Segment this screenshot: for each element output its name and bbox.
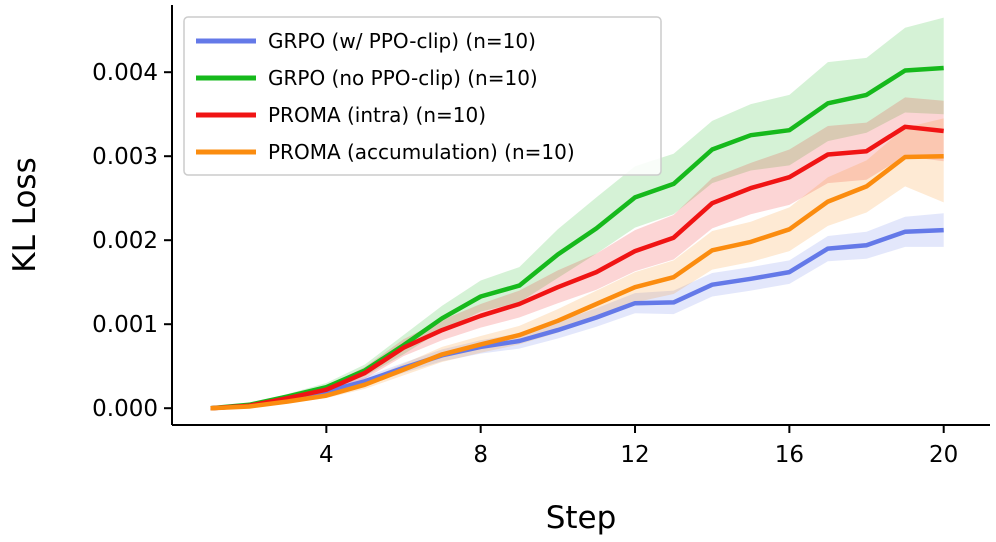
line-proma-accumulation-n-10 <box>210 153 944 411</box>
legend: GRPO (w/ PPO-clip) (n=10) GRPO (no PPO-cl… <box>183 16 662 176</box>
x-tick-label: 12 <box>620 442 649 468</box>
x-tick-label: 4 <box>319 442 334 468</box>
y-tick-label: 0.002 <box>92 228 158 254</box>
line-grpo-w-ppo-clip-n-10 <box>210 227 944 411</box>
line-proma-intra-n-10 <box>210 124 944 411</box>
y-axis-title: KL Loss <box>7 157 43 272</box>
confidence-bands <box>210 17 944 409</box>
line-grpo-no-ppo-clip-n-10 <box>210 65 944 411</box>
legend-label-proma-intra-n-10: PROMA (intra) (n=10) <box>268 103 486 127</box>
y-tick-label: 0.000 <box>92 396 158 422</box>
y-tick-label: 0.003 <box>92 144 158 170</box>
legend-box <box>183 16 662 176</box>
legend-label-grpo-w-ppo-clip-n-10: GRPO (w/ PPO-clip) (n=10) <box>268 29 536 53</box>
x-ticks: 4 8 12 16 20 <box>319 425 958 468</box>
y-tick-label: 0.004 <box>92 60 158 86</box>
y-tick-label: 0.001 <box>92 312 158 338</box>
legend-label-proma-accumulation-n-10: PROMA (accumulation) (n=10) <box>268 140 575 164</box>
series-lines <box>210 65 944 411</box>
x-tick-label: 16 <box>775 442 804 468</box>
y-ticks: 0.000 0.001 0.002 0.003 0.004 <box>92 60 172 422</box>
legend-label-grpo-no-ppo-clip-n-10: GRPO (no PPO-clip) (n=10) <box>268 66 538 90</box>
band-grpo-w-ppo-clip-n-10 <box>210 213 944 409</box>
x-axis-title: Step <box>546 500 617 536</box>
band-proma-intra-n-10 <box>210 97 944 409</box>
x-tick-label: 20 <box>929 442 958 468</box>
band-grpo-no-ppo-clip-n-10 <box>210 17 944 409</box>
x-tick-label: 8 <box>473 442 488 468</box>
